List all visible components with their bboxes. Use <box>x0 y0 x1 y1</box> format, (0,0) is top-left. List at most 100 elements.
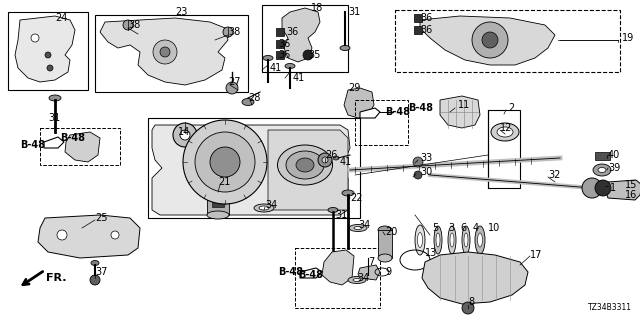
Ellipse shape <box>593 164 611 176</box>
Text: 23: 23 <box>175 7 188 17</box>
Text: 31: 31 <box>348 7 360 17</box>
Ellipse shape <box>477 233 483 247</box>
Text: 41: 41 <box>270 63 282 73</box>
Ellipse shape <box>354 227 362 229</box>
Text: 4: 4 <box>473 223 479 233</box>
Polygon shape <box>15 16 75 82</box>
Text: B-48: B-48 <box>298 270 323 280</box>
Ellipse shape <box>340 45 350 51</box>
Polygon shape <box>100 18 228 85</box>
Text: 13: 13 <box>425 248 437 258</box>
Text: B-48: B-48 <box>408 103 433 113</box>
Circle shape <box>195 132 255 192</box>
Text: 31: 31 <box>335 210 348 220</box>
Polygon shape <box>422 252 528 304</box>
Ellipse shape <box>349 225 367 231</box>
Circle shape <box>595 180 611 196</box>
Polygon shape <box>358 265 380 280</box>
Polygon shape <box>344 88 374 118</box>
Text: 36: 36 <box>286 27 298 37</box>
Ellipse shape <box>448 226 456 254</box>
Text: 7: 7 <box>368 257 374 267</box>
Text: 28: 28 <box>248 93 260 103</box>
Circle shape <box>45 52 51 58</box>
Bar <box>262 5 348 72</box>
Text: 34: 34 <box>265 200 277 210</box>
Text: 15: 15 <box>625 180 637 190</box>
Text: 36: 36 <box>278 50 291 60</box>
Text: FR.: FR. <box>46 273 67 283</box>
Polygon shape <box>300 268 322 278</box>
Text: 34: 34 <box>358 220 371 230</box>
Text: 36: 36 <box>278 39 291 49</box>
Bar <box>212 195 224 207</box>
Text: 21: 21 <box>218 177 230 187</box>
Circle shape <box>414 171 422 179</box>
Ellipse shape <box>462 226 470 254</box>
Text: 26: 26 <box>325 150 337 160</box>
Bar <box>295 248 380 308</box>
Text: 22: 22 <box>350 193 362 203</box>
Bar <box>414 26 422 34</box>
Text: 5: 5 <box>432 223 438 233</box>
Polygon shape <box>44 137 64 148</box>
Text: 2: 2 <box>508 103 515 113</box>
Bar <box>207 185 229 215</box>
Text: 11: 11 <box>458 100 470 110</box>
Bar <box>276 28 284 36</box>
Ellipse shape <box>285 63 295 68</box>
Text: 27: 27 <box>228 77 241 87</box>
Text: 18: 18 <box>311 3 323 13</box>
Ellipse shape <box>318 153 332 167</box>
Text: 10: 10 <box>488 223 500 233</box>
Ellipse shape <box>450 233 454 247</box>
Ellipse shape <box>434 226 442 254</box>
Polygon shape <box>322 250 354 285</box>
Text: TZ34B3311: TZ34B3311 <box>588 303 632 312</box>
Ellipse shape <box>254 204 274 212</box>
Circle shape <box>31 34 39 42</box>
Text: B-48: B-48 <box>278 267 303 277</box>
Text: 9: 9 <box>385 267 391 277</box>
Bar <box>8 12 88 90</box>
Ellipse shape <box>322 157 328 163</box>
Circle shape <box>160 47 170 57</box>
Text: 31: 31 <box>48 113 60 123</box>
Ellipse shape <box>259 206 269 210</box>
Circle shape <box>472 22 508 58</box>
Text: 38: 38 <box>228 27 240 37</box>
Ellipse shape <box>353 278 361 282</box>
Text: 41: 41 <box>293 73 305 83</box>
Text: B-48: B-48 <box>385 107 410 117</box>
Circle shape <box>582 178 602 198</box>
Circle shape <box>180 130 190 140</box>
Bar <box>395 10 620 72</box>
Text: 33: 33 <box>420 153 432 163</box>
Text: B-48: B-48 <box>60 133 85 143</box>
Circle shape <box>47 65 53 71</box>
Circle shape <box>223 27 233 37</box>
Text: 19: 19 <box>622 33 634 43</box>
Circle shape <box>90 275 100 285</box>
Ellipse shape <box>49 95 61 101</box>
Ellipse shape <box>342 190 354 196</box>
Text: 1: 1 <box>610 183 616 193</box>
Ellipse shape <box>436 233 440 247</box>
Text: 37: 37 <box>95 267 108 277</box>
Circle shape <box>153 40 177 64</box>
Text: 40: 40 <box>608 150 620 160</box>
Circle shape <box>57 230 67 240</box>
Circle shape <box>210 147 240 177</box>
Ellipse shape <box>296 158 314 172</box>
Circle shape <box>413 157 423 167</box>
Ellipse shape <box>242 99 254 106</box>
Ellipse shape <box>417 233 422 247</box>
Polygon shape <box>38 215 140 258</box>
Text: 30: 30 <box>420 167 432 177</box>
Polygon shape <box>606 180 640 200</box>
Bar <box>355 100 408 145</box>
Text: 3: 3 <box>448 223 454 233</box>
Circle shape <box>111 231 119 239</box>
Text: 25: 25 <box>95 213 108 223</box>
Text: 38: 38 <box>128 20 140 30</box>
